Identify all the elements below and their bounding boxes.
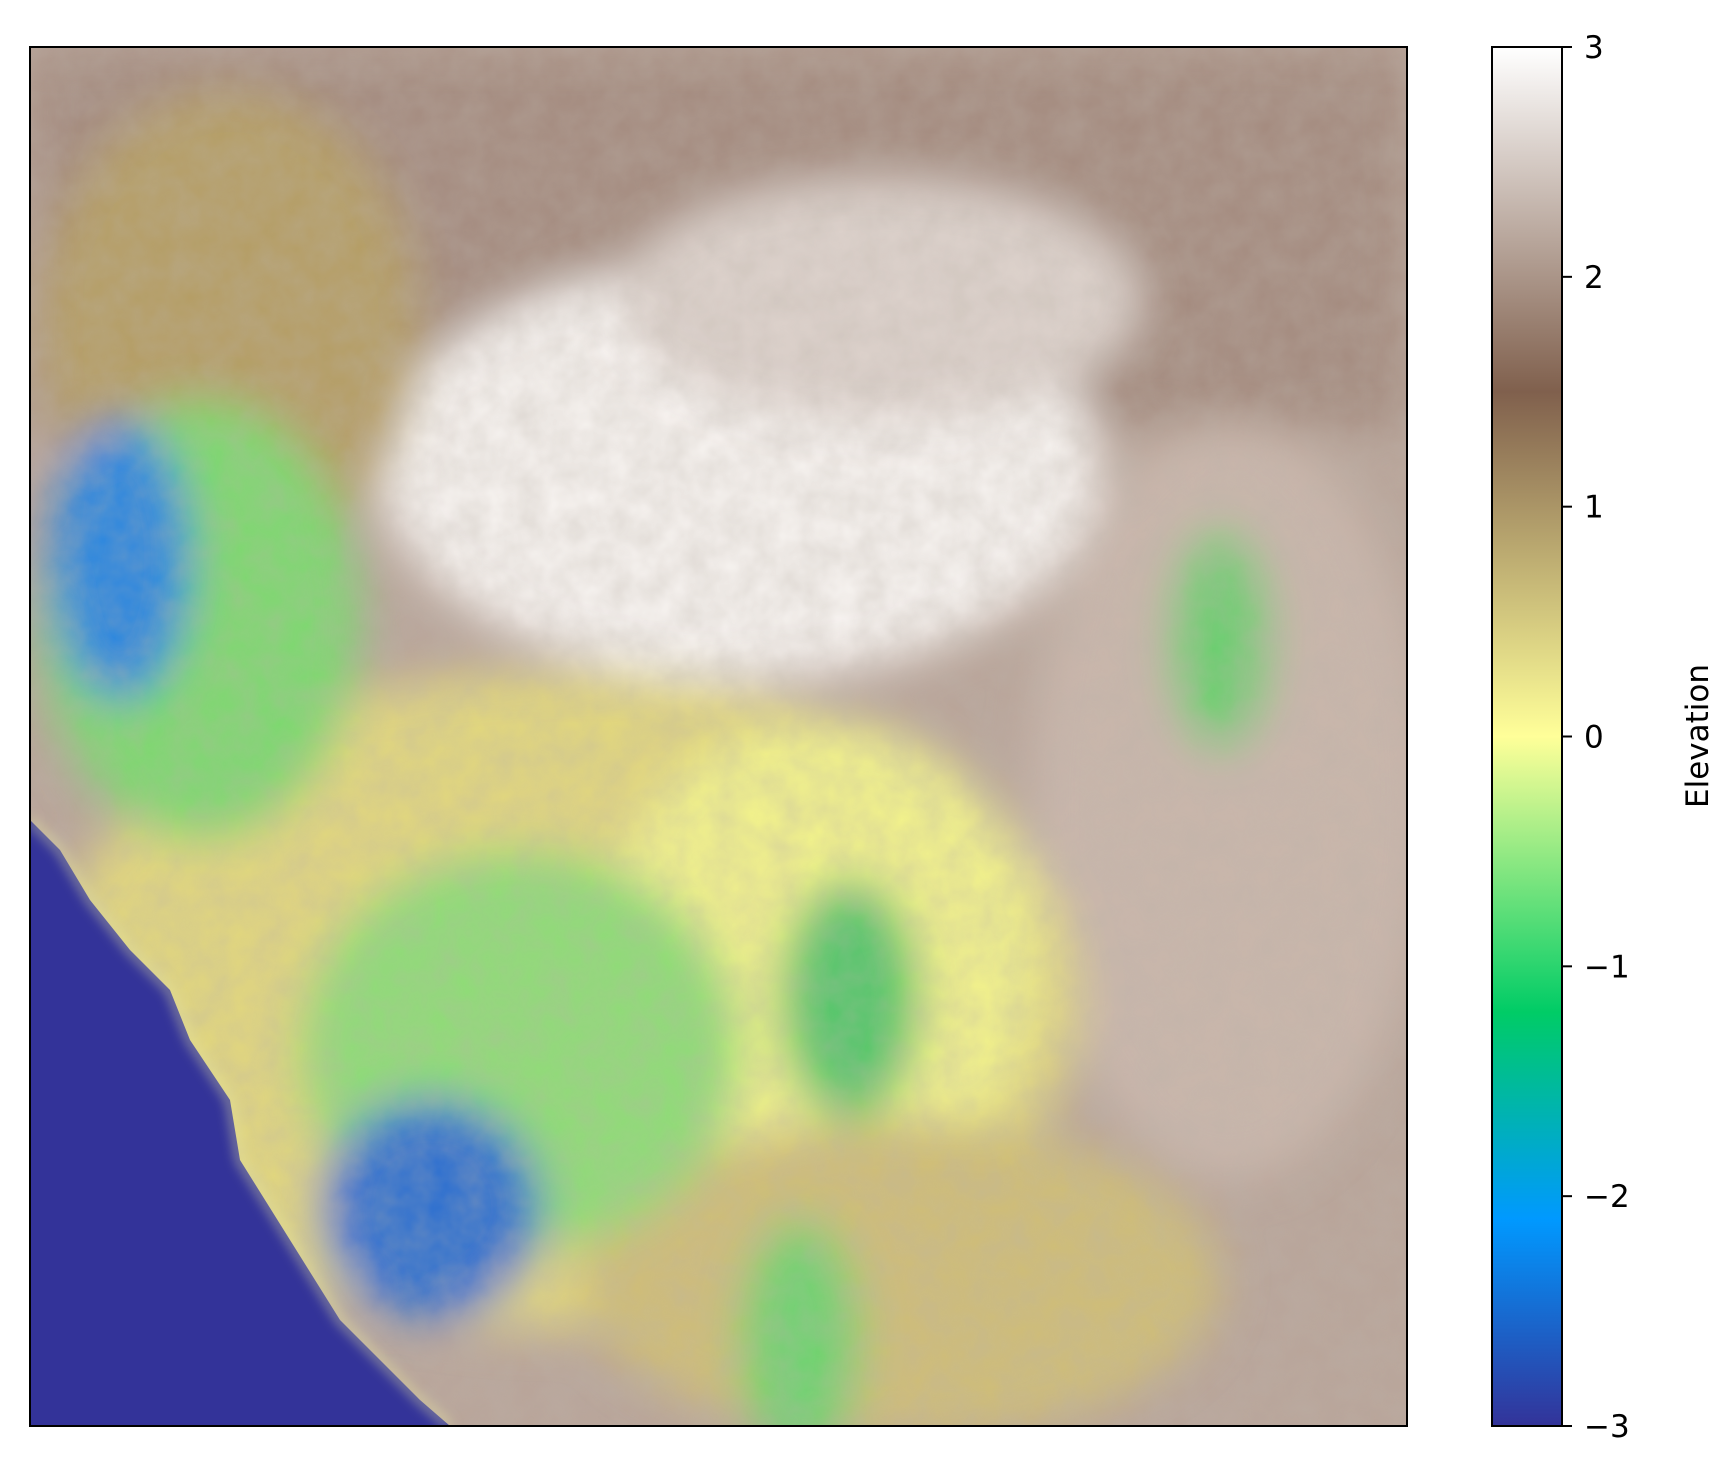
colorbar-tick-label: −2: [1584, 1179, 1630, 1215]
colorbar-tick-label: 3: [1584, 30, 1604, 66]
colorbar-tick-label: −3: [1584, 1409, 1630, 1445]
colorbar-tick-label: 2: [1584, 260, 1604, 296]
colorbar: −3 −2 −1 0 1 2 3 Elevation: [1491, 30, 1716, 1445]
heatmap-image: [30, 47, 1407, 1426]
colorbar-ticks: −3 −2 −1 0 1 2 3: [1562, 30, 1630, 1445]
ocean-coastline: [30, 818, 452, 1426]
plot-frame: [29, 46, 1408, 1427]
colorbar-tick-label: 1: [1584, 490, 1604, 526]
region-ocean: [30, 820, 450, 1426]
colorbar-label: Elevation: [1680, 664, 1716, 808]
colorbar-tick-label: 0: [1584, 720, 1604, 756]
heatmap-axes: [29, 46, 1408, 1427]
colorbar-bar: [1491, 46, 1563, 1427]
colorbar-tick-label: −1: [1584, 949, 1630, 985]
